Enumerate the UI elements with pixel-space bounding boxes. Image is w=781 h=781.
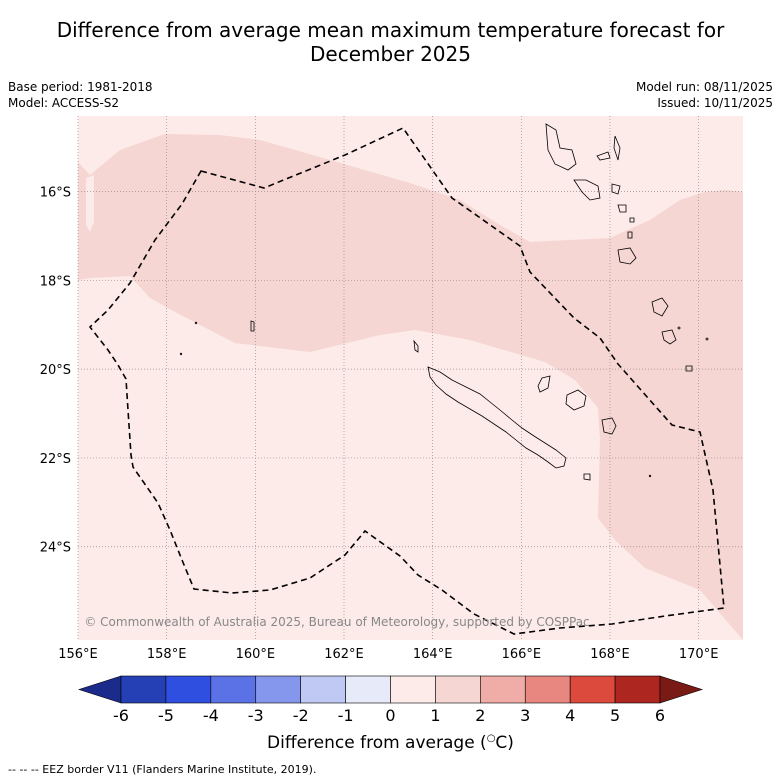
isle-of-pines xyxy=(583,473,591,481)
new-caledonia-grande-terre xyxy=(427,366,567,469)
colorbar-label-unit: C) xyxy=(495,733,514,753)
maewo-pentecost xyxy=(613,135,621,161)
colorbar-extend-low xyxy=(78,675,122,704)
islet-b xyxy=(194,321,198,325)
longitude-label: 162°E xyxy=(324,647,364,662)
colorbar-bin xyxy=(345,675,391,704)
tanna xyxy=(627,231,633,239)
espiritu-santo xyxy=(545,123,577,171)
longitude-label: 158°E xyxy=(147,647,187,662)
colorbar-bin xyxy=(569,675,616,704)
chart-title: Difference from average mean maximum tem… xyxy=(0,18,781,66)
efate xyxy=(617,204,627,213)
epi-island xyxy=(611,183,621,195)
colorbar-tick-label: 5 xyxy=(610,706,620,725)
longitude-label: 156°E xyxy=(58,647,98,662)
longitude-labels: 156°E 158°E 160°E 162°E 164°E 166°E 168°E 170°E xyxy=(58,647,718,662)
colorbar-label-text: Difference from average ( xyxy=(267,733,487,753)
eastern-island-b xyxy=(661,329,677,345)
degree-symbol: ○ xyxy=(486,733,496,744)
small-vanuatu-island xyxy=(629,217,635,223)
anomaly-region xyxy=(78,134,743,640)
latitude-label: 22°S xyxy=(40,452,71,467)
ouvea-island xyxy=(537,375,551,393)
eez-footnote: -- -- -- EEZ border V11 (Flanders Marine… xyxy=(8,763,317,776)
model-name: Model: ACCESS-S2 xyxy=(8,96,120,110)
latitude-label: 18°S xyxy=(40,274,71,289)
islet-e xyxy=(648,474,652,478)
latitude-label: 24°S xyxy=(40,541,71,556)
colorbar-tick-label: -6 xyxy=(113,706,129,725)
longitude-label: 166°E xyxy=(502,647,542,662)
colorbar-tick-label: -1 xyxy=(338,706,354,725)
longitude-label: 160°E xyxy=(236,647,276,662)
colorbar-tick-label: 1 xyxy=(430,706,440,725)
meta-left: Base period: 1981-2018 Model: ACCESS-S2 xyxy=(8,79,153,111)
eastern-island-a xyxy=(651,297,669,317)
malekula xyxy=(573,179,601,201)
mare-island xyxy=(601,417,617,435)
gridlines xyxy=(77,116,743,640)
colorbar-bin xyxy=(165,675,212,704)
eez-border xyxy=(88,126,725,635)
longitude-label: 168°E xyxy=(590,647,630,662)
erromango xyxy=(617,247,637,265)
colorbar-extend-high xyxy=(659,675,703,704)
colorbar xyxy=(78,675,703,704)
longitude-label: 170°E xyxy=(679,647,719,662)
colorbar-tick-label: 4 xyxy=(565,706,575,725)
colorbar-bin xyxy=(300,675,346,704)
colorbar-bin xyxy=(435,675,481,704)
colorbar-tick-label: -3 xyxy=(248,706,264,725)
colorbar-bin xyxy=(210,675,257,704)
colorbar-bin xyxy=(255,675,301,704)
colorbar-bin xyxy=(390,675,436,704)
colorbar-tick-label: -5 xyxy=(158,706,174,725)
colorbar-tick-label: 2 xyxy=(475,706,485,725)
islet-c xyxy=(677,326,681,330)
title-line-2: December 2025 xyxy=(310,42,471,66)
colorbar-tick-label: 0 xyxy=(385,706,395,725)
latitude-label: 20°S xyxy=(40,363,71,378)
copyright-note: © Commonwealth of Australia 2025, Bureau… xyxy=(84,615,589,629)
latitude-label: 16°S xyxy=(40,185,71,200)
colorbar-tick-labels: -6 -5 -4 -3 -2 -1 0 1 2 3 4 5 6 xyxy=(113,706,665,725)
colorbar-tick-label: -2 xyxy=(293,706,309,725)
ambae xyxy=(596,151,611,161)
colorbar-tick-label: 3 xyxy=(520,706,530,725)
chesterfield-island xyxy=(250,320,255,332)
title-line-1: Difference from average mean maximum tem… xyxy=(56,18,725,42)
colorbar-bin xyxy=(480,675,526,704)
latitude-labels: 16°S 18°S 20°S 22°S 24°S xyxy=(40,185,71,555)
model-run: Model run: 08/11/2025 xyxy=(635,80,773,94)
meta-right: Model run: 08/11/2025 Issued: 10/11/2025 xyxy=(636,79,773,111)
islet-d xyxy=(705,337,709,341)
islet-a xyxy=(179,352,183,356)
base-period: Base period: 1981-2018 xyxy=(8,80,153,94)
lifou-island xyxy=(565,389,587,411)
colorbar-tick-label: -4 xyxy=(203,706,219,725)
colorbar-tick-label: 6 xyxy=(655,706,665,725)
belep-islands xyxy=(413,339,419,353)
colorbar-bin xyxy=(524,675,571,704)
eastern-island-c xyxy=(685,365,693,372)
anomaly-notch xyxy=(86,175,94,232)
longitude-label: 164°E xyxy=(413,647,453,662)
colorbar-bin xyxy=(120,675,167,704)
land-masses xyxy=(179,123,709,481)
issued-date: Issued: 10/11/2025 xyxy=(657,96,773,110)
colorbar-label: Difference from average (○C) xyxy=(0,733,781,753)
colorbar-bin xyxy=(614,675,661,704)
